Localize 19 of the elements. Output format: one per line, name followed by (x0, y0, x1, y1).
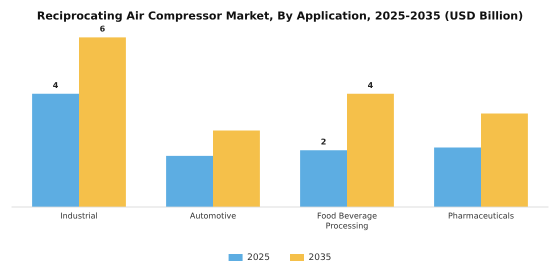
legend-label: 2025 (247, 252, 270, 263)
bar (32, 94, 79, 207)
data-label: 2 (320, 137, 326, 146)
data-label: 6 (100, 24, 106, 34)
bar (166, 156, 213, 207)
x-tick-label: Industrial (60, 212, 98, 221)
bar (347, 94, 394, 207)
bar (481, 114, 528, 207)
bar (79, 37, 126, 207)
x-tick-label: Food Beverage Processing (317, 212, 378, 230)
legend-label: 2035 (308, 252, 332, 263)
bar (300, 150, 347, 207)
bar (213, 130, 260, 207)
chart-title: Reciprocating Air Compressor Market, By Application, 2025-2035 (USD Billion) (36, 9, 524, 22)
x-tick-label: Automotive (190, 212, 236, 221)
data-label: 4 (368, 80, 374, 90)
x-tick-label: Pharmaceuticals (448, 212, 514, 221)
bar (434, 147, 481, 207)
data-label: 4 (52, 80, 59, 90)
